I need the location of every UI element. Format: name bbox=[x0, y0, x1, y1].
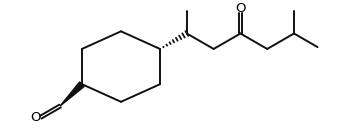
Polygon shape bbox=[60, 82, 84, 106]
Text: O: O bbox=[235, 2, 246, 15]
Text: O: O bbox=[30, 111, 40, 124]
